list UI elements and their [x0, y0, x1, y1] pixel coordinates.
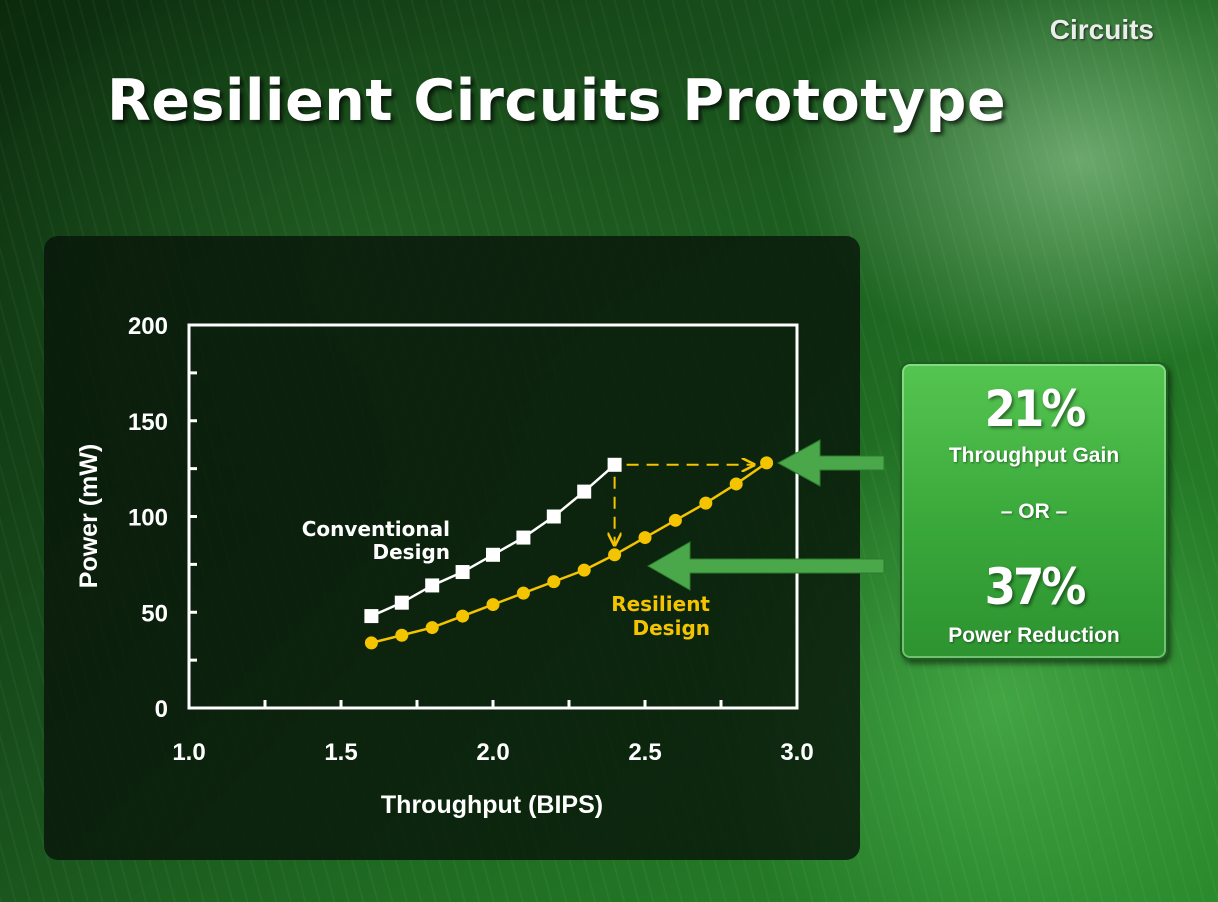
x-tick-label: 1.0 — [172, 739, 205, 766]
data-point-resilient — [729, 477, 743, 491]
data-point-resilient — [456, 609, 470, 623]
data-point-resilient — [547, 575, 561, 589]
x-tick-label: 1.5 — [324, 739, 357, 766]
data-point-conventional — [546, 509, 561, 524]
plot-area — [187, 323, 799, 710]
data-point-conventional — [394, 595, 409, 610]
or-label: – OR – — [1000, 500, 1068, 523]
y-tick-label: 0 — [155, 696, 168, 723]
y-tick-label: 200 — [128, 313, 168, 340]
y-tick-label: 50 — [141, 600, 168, 627]
x-axis-label: Throughput (BIPS) — [381, 791, 603, 819]
throughput-gain-label: Throughput Gain — [948, 444, 1120, 467]
slide-title: Resilient Circuits Prototype — [107, 68, 1007, 134]
series-layer — [364, 456, 774, 650]
power-reduction-label: Power Reduction — [948, 624, 1120, 647]
series-label-resilient-line1: Resilient — [611, 592, 710, 616]
improvement-callout: 21% Throughput Gain – OR – 37% Power Red… — [900, 362, 1168, 660]
data-point-resilient — [699, 496, 713, 510]
data-point-conventional — [577, 484, 592, 499]
arrow-to-throughput-gain — [776, 439, 885, 487]
data-point-resilient — [364, 636, 378, 650]
section-label: Circuits — [1049, 14, 1154, 45]
data-point-resilient — [668, 513, 682, 527]
data-point-conventional — [425, 578, 440, 593]
data-point-resilient — [608, 548, 622, 562]
series-label-conventional-line1: Conventional — [302, 517, 450, 541]
comparison-guides — [615, 465, 753, 544]
throughput-gain-value: 21% — [984, 380, 1087, 438]
data-point-resilient — [638, 531, 652, 545]
series-label-resilient: Resilient Design — [611, 592, 710, 640]
y-tick-label: 150 — [128, 409, 168, 436]
data-point-conventional — [607, 457, 622, 472]
series-label-resilient-line2: Design — [633, 616, 710, 640]
data-point-conventional — [486, 547, 500, 562]
arrow-to-power-reduction — [646, 541, 885, 591]
data-point-conventional — [516, 530, 531, 545]
data-point-resilient — [395, 628, 409, 642]
data-point-resilient — [486, 598, 500, 612]
y-axis-label: Power (mW) — [75, 444, 103, 588]
axis-ticks — [187, 323, 799, 710]
data-point-conventional — [364, 609, 379, 624]
axis-tick-labels: 1.0 1.5 2.0 2.5 3.0 0 50 100 150 200 — [128, 313, 814, 766]
callout-arrows — [646, 439, 885, 591]
y-tick-label: 100 — [128, 505, 168, 532]
series-label-conventional: Conventional Design — [302, 517, 450, 564]
x-tick-label: 3.0 — [780, 739, 813, 766]
data-point-conventional — [455, 565, 470, 580]
data-point-resilient — [516, 586, 530, 600]
series-label-conventional-line2: Design — [373, 540, 450, 564]
data-point-resilient — [425, 621, 439, 635]
data-point-resilient — [760, 456, 774, 470]
chart-panel — [44, 236, 860, 860]
x-tick-label: 2.0 — [476, 739, 509, 766]
power-reduction-value: 37% — [984, 558, 1087, 616]
data-point-resilient — [577, 563, 591, 577]
x-tick-label: 2.5 — [628, 739, 661, 766]
